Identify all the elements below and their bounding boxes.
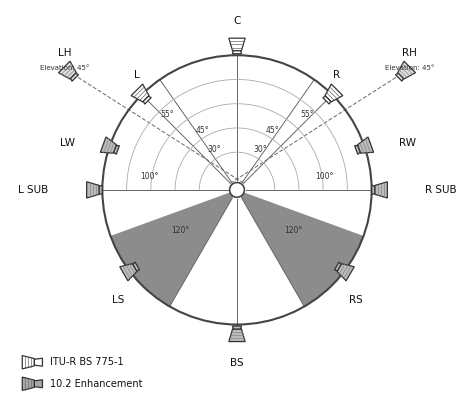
Polygon shape bbox=[398, 61, 416, 79]
Text: 55°: 55° bbox=[160, 110, 174, 119]
Polygon shape bbox=[58, 61, 76, 79]
Polygon shape bbox=[71, 74, 79, 81]
Text: Elevation: 45°: Elevation: 45° bbox=[384, 65, 434, 71]
Text: R: R bbox=[333, 70, 340, 80]
Polygon shape bbox=[87, 182, 99, 198]
Polygon shape bbox=[131, 84, 149, 102]
Text: 120°: 120° bbox=[284, 226, 303, 235]
Text: 10.2 Enhancement: 10.2 Enhancement bbox=[50, 379, 142, 389]
Polygon shape bbox=[372, 185, 375, 194]
Text: 100°: 100° bbox=[140, 172, 159, 181]
Polygon shape bbox=[143, 96, 151, 104]
Polygon shape bbox=[232, 51, 242, 54]
Text: ITU-R BS 775-1: ITU-R BS 775-1 bbox=[50, 357, 124, 367]
Polygon shape bbox=[229, 38, 245, 51]
Polygon shape bbox=[334, 262, 341, 271]
Polygon shape bbox=[355, 145, 360, 154]
Polygon shape bbox=[99, 185, 102, 194]
Text: 45°: 45° bbox=[195, 126, 209, 135]
Text: BS: BS bbox=[230, 358, 244, 368]
Polygon shape bbox=[323, 96, 331, 104]
Text: Elevation: 45°: Elevation: 45° bbox=[40, 65, 90, 71]
Text: R SUB: R SUB bbox=[426, 185, 457, 195]
Polygon shape bbox=[133, 262, 140, 271]
Text: 100°: 100° bbox=[315, 172, 334, 181]
Polygon shape bbox=[375, 182, 387, 198]
Wedge shape bbox=[110, 190, 237, 307]
Text: C: C bbox=[233, 16, 241, 25]
Polygon shape bbox=[35, 358, 43, 366]
Text: RW: RW bbox=[399, 138, 416, 148]
Text: L SUB: L SUB bbox=[18, 185, 48, 195]
Circle shape bbox=[229, 183, 245, 197]
Polygon shape bbox=[229, 329, 245, 342]
Polygon shape bbox=[114, 145, 119, 154]
Polygon shape bbox=[35, 380, 43, 388]
Polygon shape bbox=[395, 74, 403, 81]
Polygon shape bbox=[22, 377, 35, 390]
Text: LS: LS bbox=[112, 295, 125, 305]
Polygon shape bbox=[120, 264, 137, 281]
Text: 30°: 30° bbox=[207, 145, 221, 154]
Text: 120°: 120° bbox=[171, 226, 190, 235]
Polygon shape bbox=[357, 137, 374, 153]
Text: RH: RH bbox=[402, 48, 417, 58]
Polygon shape bbox=[100, 137, 117, 153]
Text: 30°: 30° bbox=[253, 145, 267, 154]
Polygon shape bbox=[232, 326, 242, 329]
Polygon shape bbox=[325, 84, 343, 102]
Text: 55°: 55° bbox=[300, 110, 314, 119]
Text: LW: LW bbox=[60, 138, 75, 148]
Text: L: L bbox=[135, 70, 140, 80]
Polygon shape bbox=[22, 356, 35, 369]
Wedge shape bbox=[237, 190, 364, 307]
Text: RS: RS bbox=[348, 295, 362, 305]
Text: 45°: 45° bbox=[265, 126, 279, 135]
Text: LH: LH bbox=[58, 48, 72, 58]
Polygon shape bbox=[337, 264, 354, 281]
